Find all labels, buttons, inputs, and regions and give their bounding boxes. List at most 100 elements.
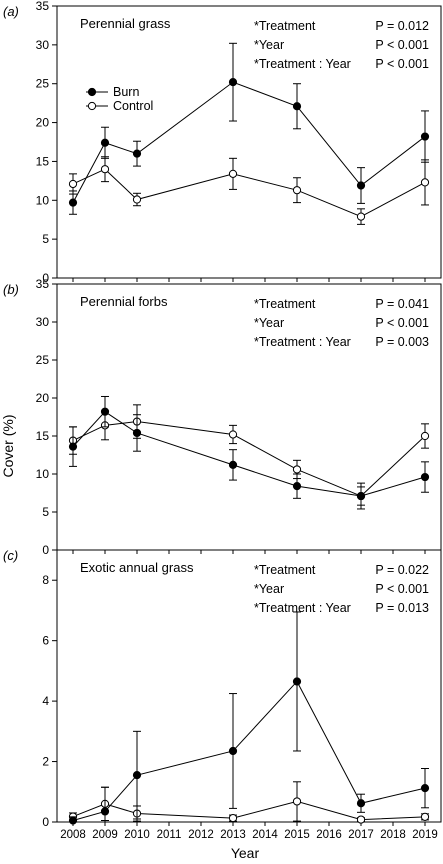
y-tick-label: 35: [36, 277, 50, 291]
x-tick-label: 2017: [348, 829, 374, 841]
x-tick-label: 2018: [380, 829, 406, 841]
data-point: [100, 407, 110, 416]
stat-label: *Year: [254, 38, 284, 52]
data-point: [420, 431, 430, 441]
stat-p-value: P < 0.001: [375, 582, 429, 596]
panel-title: Perennial grass: [80, 16, 171, 31]
series-line: [72, 421, 426, 497]
panel-label: (c): [3, 548, 18, 563]
data-point: [68, 179, 78, 189]
stat-label: *Treatment: [254, 19, 316, 33]
legend-label: Burn: [113, 85, 139, 99]
x-tick-label: 2010: [124, 829, 150, 841]
series-control: [68, 156, 430, 225]
panel-c: 0 2 4 6 8 (c) Exotic annual grass *Treatment P =…: [3, 548, 442, 829]
x-tick-label: 2008: [60, 829, 86, 841]
series-control: [68, 781, 430, 824]
data-point: [132, 428, 142, 438]
data-point: [132, 771, 142, 780]
panel-label: (a): [3, 4, 19, 19]
stat-p-value: P = 0.012: [375, 19, 429, 33]
data-point: [68, 198, 78, 207]
stat-p-value: P < 0.001: [375, 57, 429, 71]
data-point: [100, 165, 110, 174]
x-tick-label: 2015: [284, 829, 310, 841]
stat-label: *Treatment: [254, 297, 316, 311]
data-point: [420, 132, 430, 141]
panel-b: 0 5 10 15 20 25 30 35 (b) Perennial forbs *Treatme…: [3, 277, 442, 557]
x-tick-label: 2016: [316, 829, 342, 841]
data-point: [68, 816, 78, 825]
stat-label: *Treatment : Year: [254, 57, 351, 71]
y-tick-label: 5: [42, 232, 49, 246]
y-tick-label: 10: [36, 467, 50, 481]
panel-title: Perennial forbs: [80, 294, 168, 309]
stat-label: *Treatment : Year: [254, 335, 351, 349]
y-tick-label: 20: [36, 391, 50, 405]
data-point: [100, 138, 110, 147]
data-point: [292, 186, 302, 195]
stat-p-value: P = 0.003: [375, 335, 429, 349]
y-tick-label: 2: [42, 755, 49, 769]
stat-p-value: P = 0.013: [375, 601, 429, 615]
series-burn: [68, 395, 430, 506]
y-tick-label: 10: [36, 193, 50, 207]
stat-label: *Treatment: [254, 563, 316, 577]
y-tick-label: 15: [36, 429, 50, 443]
y-tick-label: 8: [42, 573, 49, 587]
data-point: [292, 797, 302, 806]
data-point: [356, 212, 366, 221]
stat-label: *Treatment : Year: [254, 601, 351, 615]
y-tick-label: 35: [36, 0, 50, 13]
data-point: [420, 812, 430, 821]
data-point: [228, 169, 238, 178]
legend-marker: [87, 101, 97, 111]
y-tick-label: 30: [36, 315, 50, 329]
data-point: [420, 178, 430, 187]
data-point: [356, 799, 366, 808]
stat-p-value: P < 0.001: [375, 38, 429, 52]
stat-label: *Year: [254, 316, 284, 330]
series-line: [72, 800, 426, 821]
data-point: [228, 430, 238, 439]
y-axis-label: Cover (%): [0, 414, 16, 477]
y-tick-label: 4: [42, 694, 49, 708]
panel-title: Exotic annual grass: [80, 560, 194, 575]
data-point: [292, 465, 302, 474]
y-tick-label: 25: [36, 353, 50, 367]
x-tick-label: 2019: [412, 829, 438, 841]
y-tick-label: 0: [42, 543, 49, 557]
series-control: [68, 404, 430, 510]
y-tick-label: 20: [36, 116, 50, 130]
x-tick-label: 2014: [252, 829, 278, 841]
y-tick-label: 5: [42, 505, 49, 519]
x-tick-label: 2011: [157, 829, 182, 841]
data-point: [228, 813, 238, 823]
stat-p-value: P = 0.041: [375, 297, 429, 311]
x-tick-label: 2013: [220, 829, 246, 841]
data-point: [292, 677, 302, 686]
x-axis-label: Year: [231, 845, 260, 861]
data-point: [356, 815, 366, 824]
data-point: [420, 472, 430, 482]
data-point: [420, 784, 430, 793]
legend-marker: [87, 87, 97, 97]
data-point: [356, 491, 366, 501]
plot-frame: [56, 5, 442, 279]
series-line: [72, 168, 426, 218]
series-burn: [68, 42, 430, 215]
data-point: [228, 746, 238, 756]
stat-label: *Year: [254, 582, 284, 596]
y-tick-label: 25: [36, 77, 50, 91]
x-tick-label: 2012: [188, 829, 214, 841]
x-tick-label: 2009: [92, 829, 118, 841]
legend-label: Control: [113, 99, 153, 113]
y-tick-label: 30: [36, 38, 50, 52]
data-point: [292, 102, 302, 111]
data-point: [292, 482, 302, 491]
stat-p-value: P < 0.001: [375, 316, 429, 330]
panel-label: (b): [3, 282, 19, 297]
y-tick-label: 0: [42, 271, 49, 285]
